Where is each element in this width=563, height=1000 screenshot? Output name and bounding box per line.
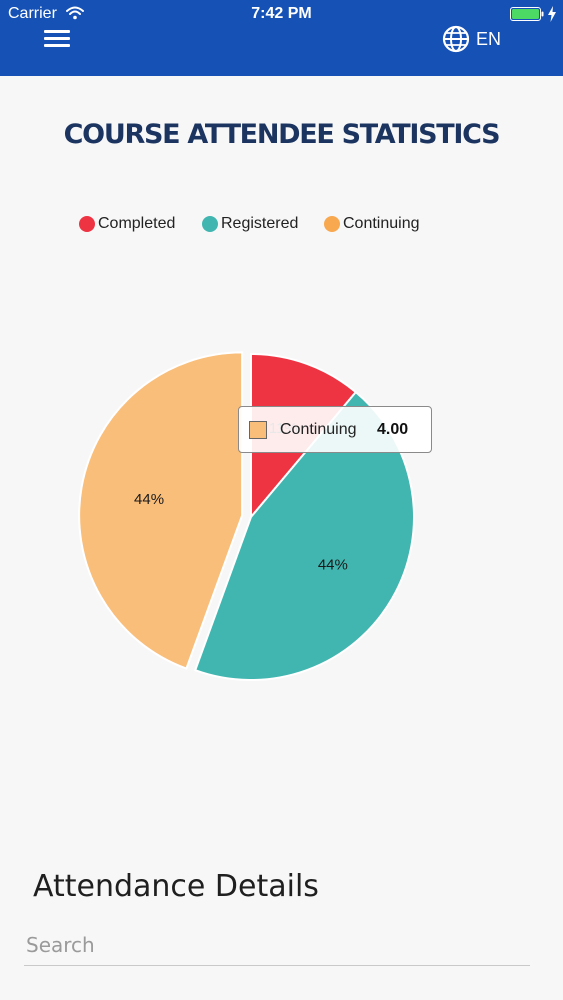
- status-time: 7:42 PM: [251, 5, 312, 22]
- tooltip-swatch: [249, 421, 267, 439]
- pie-chart[interactable]: 11%44%44%: [0, 240, 563, 800]
- tooltip-label: Continuing: [280, 421, 357, 438]
- hamburger-menu-icon-bar: [44, 37, 70, 40]
- search-input[interactable]: [24, 924, 530, 966]
- legend-label-continuing: Continuing: [343, 215, 420, 232]
- globe-icon: [442, 25, 470, 53]
- language-selector[interactable]: EN: [438, 22, 518, 56]
- tooltip-value: 4.00: [377, 421, 409, 438]
- pie-slices: [78, 351, 415, 681]
- hamburger-menu-icon-bar: [44, 44, 70, 47]
- top-bar: Carrier 7:42 PM: [0, 0, 563, 76]
- chart-legend: Completed Registered Continuing: [0, 212, 563, 236]
- carrier-label: Carrier: [8, 5, 57, 22]
- battery-icon: [510, 7, 544, 21]
- legend-label-completed: Completed: [98, 215, 176, 232]
- legend-dot-continuing: [324, 216, 340, 232]
- legend-dot-registered: [202, 216, 218, 232]
- status-bar: Carrier 7:42 PM: [0, 0, 563, 28]
- language-label: EN: [476, 29, 502, 49]
- chart-tooltip: Continuing 4.00: [238, 406, 432, 453]
- charging-bolt-icon: [548, 6, 556, 22]
- hamburger-menu-icon: [44, 30, 70, 33]
- menu-button[interactable]: [40, 26, 74, 52]
- legend-label-registered: Registered: [221, 215, 299, 232]
- wifi-icon: [66, 6, 84, 20]
- pie-slice-continuing[interactable]: [78, 351, 244, 670]
- pie-label-continuing: 44%: [134, 491, 164, 508]
- attendance-details-heading: Attendance Details: [33, 868, 319, 904]
- page-title: COURSE ATTENDEE STATISTICS: [63, 119, 501, 150]
- legend-dot-completed: [79, 216, 95, 232]
- pie-label-registered: 44%: [318, 556, 348, 573]
